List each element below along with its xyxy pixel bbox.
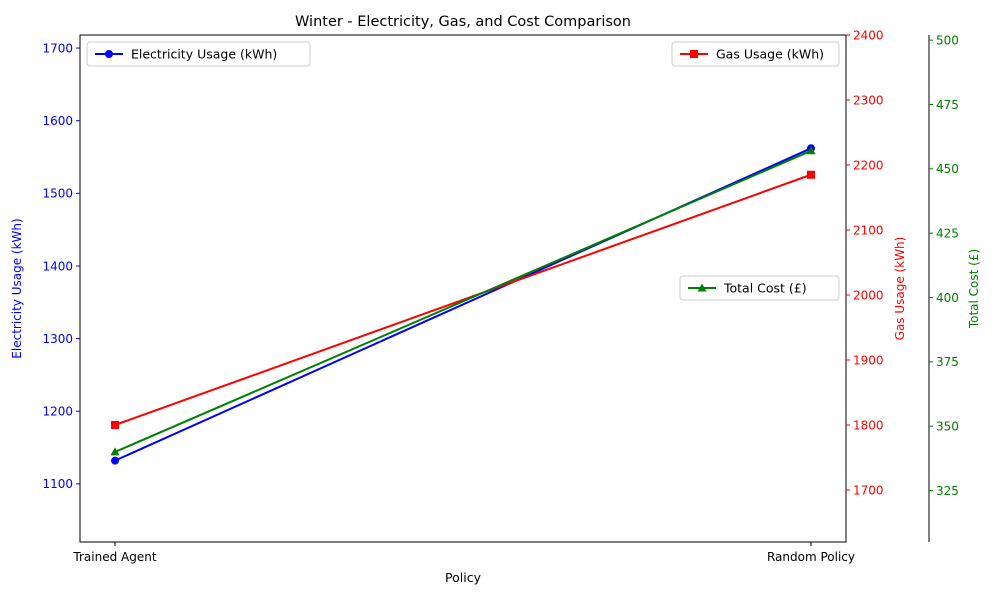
plot-area-frame (79, 34, 847, 543)
legend-label: Gas Usage (kWh) (716, 47, 824, 62)
y-tick-label: 1600 (42, 114, 73, 128)
y-tick-label: 325 (936, 484, 959, 498)
legend-box (671, 41, 840, 67)
y-tick-label: 1700 (42, 41, 73, 55)
y-tick-label: 500 (936, 33, 959, 47)
legend-total-cost: Total Cost (£) (679, 275, 840, 301)
y-tick-label: 400 (936, 291, 959, 305)
y-tick-label: 1200 (42, 405, 73, 419)
legend-electricity-usage-kwh: Electricity Usage (kWh) (86, 41, 311, 67)
y-tick-label: 450 (936, 162, 959, 176)
y-axis-label: Electricity Usage (kWh) (10, 218, 24, 358)
gas-usage-kwh-point (807, 170, 815, 179)
total-cost-point (806, 146, 816, 155)
x-axis-ticks: Trained Agent Random Policy (72, 542, 855, 564)
y-tick-label: 2100 (853, 223, 884, 237)
gas-usage-kwh-point (111, 421, 119, 429)
y-tick-label: 1900 (853, 353, 884, 367)
x-tick-label: Trained Agent (72, 550, 156, 564)
legend-gas-usage-kwh: Gas Usage (kWh) (671, 41, 840, 67)
legend-box (86, 41, 311, 67)
y-axes: 1100 1200 1300 1400 1500 1600 1700 Electricity … (10, 28, 981, 498)
electricity-usage-kwh-point (111, 456, 119, 465)
legend-label: Total Cost (£) (723, 281, 807, 296)
chart-title: Winter - Electricity, Gas, and Cost Comp… (295, 14, 631, 30)
y-tick-label: 1100 (42, 477, 73, 491)
y-tick-label: 2300 (853, 93, 884, 107)
y-tick-label: 1700 (853, 483, 884, 497)
legend-marker (697, 283, 707, 292)
legend-marker (690, 50, 698, 58)
y-tick-label: 425 (936, 226, 959, 240)
legend-label: Electricity Usage (kWh) (131, 47, 277, 62)
legends: Electricity Usage (kWh) Gas Usage (kWh) To… (86, 41, 840, 301)
y-tick-label: 1400 (42, 259, 73, 273)
y-tick-label: 1800 (853, 418, 884, 432)
y-tick-label: 2200 (853, 158, 884, 172)
total-cost-line (114, 149, 812, 453)
y-tick-label: 2000 (853, 288, 884, 302)
total-cost-point (110, 447, 120, 456)
x-axis-label: Policy (445, 570, 482, 585)
y-tick-label: 1300 (42, 332, 73, 346)
legend-marker (105, 50, 113, 58)
gas-usage-kwh-line (114, 173, 812, 426)
electricity-usage-kwh-axis: 1100 1200 1300 1400 1500 1600 1700 Electricity … (10, 41, 80, 491)
y-axis-label: Gas Usage (kWh) (893, 237, 907, 341)
series-lines (110, 144, 816, 465)
x-tick-label: Random Policy (767, 550, 855, 564)
total-cost-axis: 325 350 375 400 425 450 475 500 Total Cost (£) (929, 33, 981, 498)
gas-usage-kwh-axis: 1700 1800 1900 2000 2100 2200 2300 2400 Gas Usag… (846, 28, 907, 497)
y-tick-label: 350 (936, 419, 959, 433)
y-axis-label: Total Cost (£) (967, 249, 981, 329)
y-tick-label: 1500 (42, 187, 73, 201)
y-tick-label: 475 (936, 98, 959, 112)
y-tick-label: 2400 (853, 28, 884, 42)
y-tick-label: 375 (936, 355, 959, 369)
legend-box (679, 275, 840, 301)
